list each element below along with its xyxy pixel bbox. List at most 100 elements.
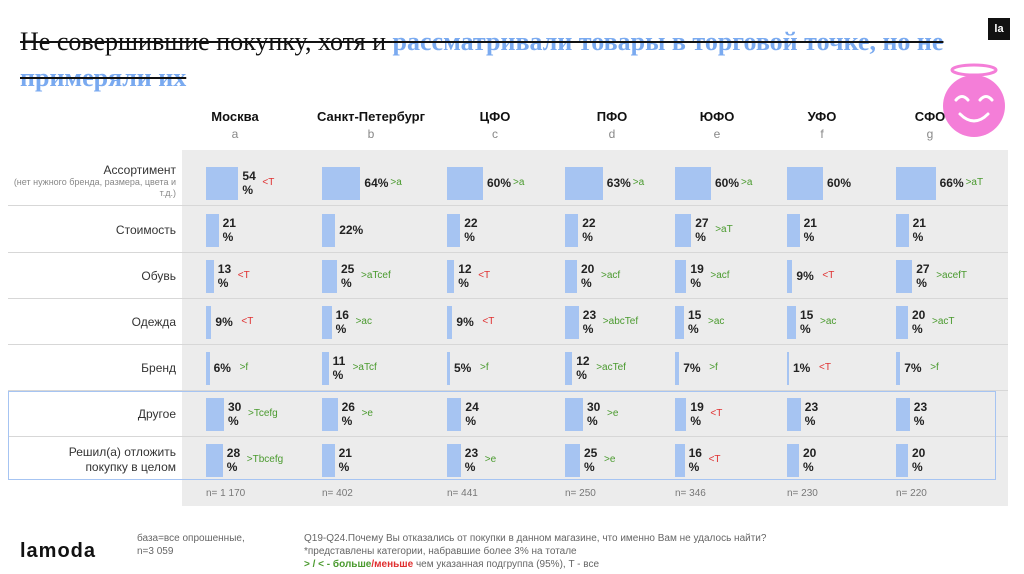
significance-marker: >aTcef <box>361 270 391 281</box>
bar <box>206 260 214 293</box>
column-header: Москва a <box>180 109 290 141</box>
bar <box>322 214 336 247</box>
significance-marker: <T <box>710 408 723 419</box>
column-letter: b <box>367 127 375 141</box>
value-label: 26 % <box>341 400 355 428</box>
bar <box>447 398 462 431</box>
bar <box>447 306 453 339</box>
significance-marker: >f <box>930 362 939 373</box>
bar <box>206 444 223 477</box>
bar <box>896 352 901 385</box>
value-label: 15 % <box>688 308 702 336</box>
bar <box>896 260 913 293</box>
legend-less: меньше <box>374 559 414 570</box>
bar <box>565 260 577 293</box>
significance-marker: >f <box>480 362 489 373</box>
bar <box>322 260 337 293</box>
data-panel-background <box>182 150 1008 506</box>
column-name: УФО <box>807 109 837 124</box>
row-divider <box>8 205 1008 206</box>
row-label-subtext: (нет нужного бренда, размера, цвета и т.… <box>13 177 176 198</box>
significance-marker: >aT <box>965 177 984 188</box>
value-label: 27 % <box>916 262 930 290</box>
column-name: ПФО <box>596 109 628 124</box>
value-label: 23 % <box>913 400 928 428</box>
value-label: 23 % <box>464 446 479 474</box>
bar <box>896 306 908 339</box>
row-label: Ассортимент (нет нужного бренда, размера,… <box>8 163 176 199</box>
value-label: 28 % <box>226 446 241 474</box>
significance-marker: >e <box>484 454 497 465</box>
significance-marker: <T <box>819 362 831 373</box>
base-note: база=все опрошенные, n=3 059 <box>137 532 245 558</box>
bar <box>787 167 823 200</box>
bar <box>675 352 680 385</box>
value-label: 60% <box>487 176 512 190</box>
value-label: 24 % <box>465 400 479 428</box>
value-label: 64% <box>364 176 389 190</box>
bar <box>206 398 224 431</box>
bar <box>565 444 580 477</box>
value-label: 60% <box>827 176 852 190</box>
value-label: 12 % <box>576 354 590 382</box>
bar <box>447 167 483 200</box>
row-label-text: Решил(а) отложить покупку в целом <box>68 445 176 474</box>
column-letter: e <box>713 127 721 141</box>
column-header: СФО g <box>875 109 985 141</box>
value-label: 60% <box>715 176 740 190</box>
value-label: 23 % <box>804 400 819 428</box>
value-label: 25 % <box>341 262 355 290</box>
row-divider <box>8 390 1008 391</box>
significance-marker: >a <box>513 177 525 188</box>
page-title: Не совершившие покупку, хотя и рассматри… <box>20 24 960 96</box>
title-highlight: рассматривали товары в торговой точке, н… <box>20 27 944 92</box>
significance-marker: <T <box>237 270 250 281</box>
sample-size: n= 220 <box>896 488 927 499</box>
value-label: 13 % <box>217 262 232 290</box>
value-label: 63% <box>606 176 631 190</box>
highlight-frame <box>8 391 996 480</box>
column-name: Санкт-Петербург <box>316 109 426 124</box>
significance-marker: >Tcefg <box>248 408 278 419</box>
sample-size: n= 250 <box>565 488 596 499</box>
significance-marker: >a <box>632 177 645 188</box>
column-name: ЮФО <box>699 109 735 124</box>
value-label: 21 % <box>912 216 926 244</box>
column-letter: g <box>926 127 934 141</box>
significance-marker: >ac <box>708 316 725 327</box>
significance-marker: >e <box>607 408 619 419</box>
row-label-text: Бренд <box>141 361 176 375</box>
column-header: Санкт-Петербург b <box>316 109 426 141</box>
bar <box>447 352 450 385</box>
significance-marker: >a <box>390 177 402 188</box>
question-text: Q19-Q24.Почему Вы отказались от покупки … <box>304 533 767 544</box>
sample-size: n= 441 <box>447 488 478 499</box>
row-label: Решил(а) отложить покупку в целом <box>8 445 176 475</box>
significance-marker: >aTcf <box>352 362 377 373</box>
significance-marker: >acf <box>710 270 730 281</box>
bar <box>675 444 685 477</box>
significance-marker: >acT <box>932 316 955 327</box>
bar <box>206 214 219 247</box>
row-label-text: Стоимость <box>115 223 176 237</box>
column-name: ЦФО <box>479 109 511 124</box>
row-divider <box>8 252 1008 253</box>
significance-marker: >e <box>604 454 616 465</box>
lamoda-small-logo: la <box>988 18 1010 40</box>
column-letter: f <box>820 127 824 141</box>
row-label: Обувь <box>8 269 176 283</box>
significance-marker: <T <box>241 316 254 327</box>
sample-size: n= 230 <box>787 488 818 499</box>
significance-marker: >acf <box>601 270 621 281</box>
legend-rest: чем указанная подгруппа (95%), T - все <box>413 559 600 570</box>
significance-marker: >acTef <box>596 362 626 373</box>
significance-marker: >ac <box>820 316 837 327</box>
legend-more: больше <box>332 559 372 570</box>
row-label-text: Другое <box>137 407 176 421</box>
column-letter: c <box>492 127 498 141</box>
sample-size: n= 402 <box>322 488 353 499</box>
significance-marker: >abcTef <box>602 316 639 327</box>
base-note-line2: n=3 059 <box>137 546 174 557</box>
lamoda-logo: lamoda <box>20 540 97 562</box>
sample-size: n= 1 170 <box>206 488 246 499</box>
